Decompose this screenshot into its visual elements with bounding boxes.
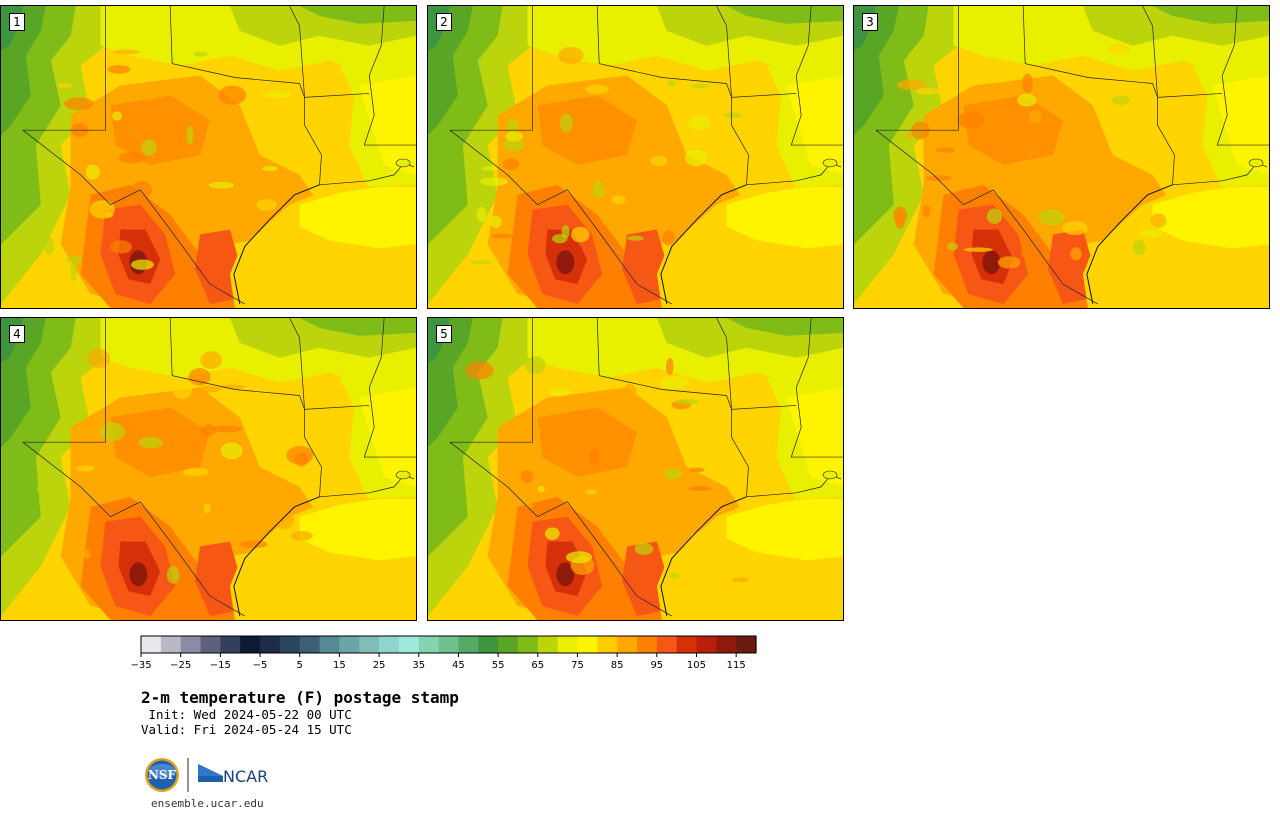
colorbar-bin [418, 636, 440, 653]
colorbar-tick-label: −25 [170, 660, 191, 671]
colorbar-tick-label: 85 [611, 660, 624, 671]
ncar-logo: NCAR [198, 764, 268, 786]
chart-title: 2-m temperature (F) postage stamp [141, 688, 459, 707]
colorbar-tick-label: −15 [210, 660, 231, 671]
colorbar-bin [676, 636, 698, 653]
colorbar-tick-label: 75 [571, 660, 584, 671]
init-time: Init: Wed 2024-05-22 00 UTC [141, 707, 352, 722]
colorbar-tick-label: 35 [412, 660, 425, 671]
website-url: ensemble.ucar.edu [151, 797, 264, 810]
panel-number-label: 5 [436, 325, 452, 343]
colorbar-tick-label: 95 [650, 660, 663, 671]
colorbar-tick-label: −5 [253, 660, 268, 671]
map-panel-3: 3 [853, 5, 1270, 309]
colorbar-tick-label: −35 [130, 660, 151, 671]
colorbar-bin [260, 636, 281, 653]
panel-number-label: 2 [436, 13, 452, 31]
panel-number-label: 3 [862, 13, 878, 31]
colorbar-bin [557, 636, 579, 653]
colorbar-tick-label: 45 [452, 660, 465, 671]
colorbar-bin [160, 636, 182, 653]
colorbar-bin [359, 636, 380, 653]
colorbar-tick-label: 105 [687, 660, 706, 671]
colorbar-bin [200, 636, 221, 653]
temperature-map [1, 6, 416, 308]
colorbar-bin [220, 636, 241, 653]
colorbar-bin [636, 636, 658, 653]
colorbar-bin [597, 636, 618, 653]
colorbar-bin [339, 636, 360, 653]
colorbar-bin [736, 636, 757, 653]
nsf-logo-text: NSF [148, 768, 177, 782]
valid-time: Valid: Fri 2024-05-24 15 UTC [141, 722, 352, 737]
colorbar-bin [617, 636, 638, 653]
map-panel-4: 4 [0, 317, 417, 621]
colorbar-svg: −35 −25 −15 −5 5 15 25 35 45 55 65 75 85 95 105 115 [130, 635, 757, 671]
colorbar-bin [716, 636, 737, 653]
map-panel-2: 2 [427, 5, 844, 309]
temperature-map [428, 318, 843, 620]
colorbar-bin [379, 636, 400, 653]
nsf-logo: NSF [145, 758, 179, 792]
panel-number-label: 1 [9, 13, 25, 31]
colorbar-bin [319, 636, 340, 653]
map-panel-1: 1 [0, 5, 417, 309]
colorbar-bin [180, 636, 202, 653]
panel-number-label: 4 [9, 325, 25, 343]
colorbar-bin [438, 636, 460, 653]
colorbar-tick-label: 25 [373, 660, 386, 671]
colorbar-tick-label: 15 [333, 660, 346, 671]
colorbar-bin [498, 636, 519, 653]
colorbar-tick-label: 55 [492, 660, 505, 671]
colorbar-bin [279, 636, 301, 653]
colorbar-bin [537, 636, 559, 653]
logos: NSF NCAR [143, 756, 278, 794]
colorbar-bin [478, 636, 499, 653]
colorbar-bin [458, 636, 479, 653]
colorbar-bin [577, 636, 598, 653]
colorbar-tick-label: 115 [727, 660, 746, 671]
colorbar-frame [140, 635, 757, 654]
colorbar-bin [398, 636, 420, 653]
colorbar-bin [299, 636, 321, 653]
colorbar-tick-label: 65 [531, 660, 544, 671]
temperature-map [428, 6, 843, 308]
colorbar-bin [696, 636, 717, 653]
temperature-map [1, 318, 416, 620]
temperature-map [854, 6, 1269, 308]
colorbar-bin [656, 636, 678, 653]
ncar-logo-text: NCAR [223, 767, 268, 786]
colorbar-bin [240, 636, 261, 653]
map-panel-5: 5 [427, 317, 844, 621]
colorbar-bin [517, 636, 539, 653]
temperature-colorbar: −35 −25 −15 −5 5 15 25 35 45 55 65 75 85 95 105 115 [130, 635, 757, 672]
colorbar-tick-label: 5 [297, 660, 303, 671]
colorbar-bin [141, 636, 162, 653]
